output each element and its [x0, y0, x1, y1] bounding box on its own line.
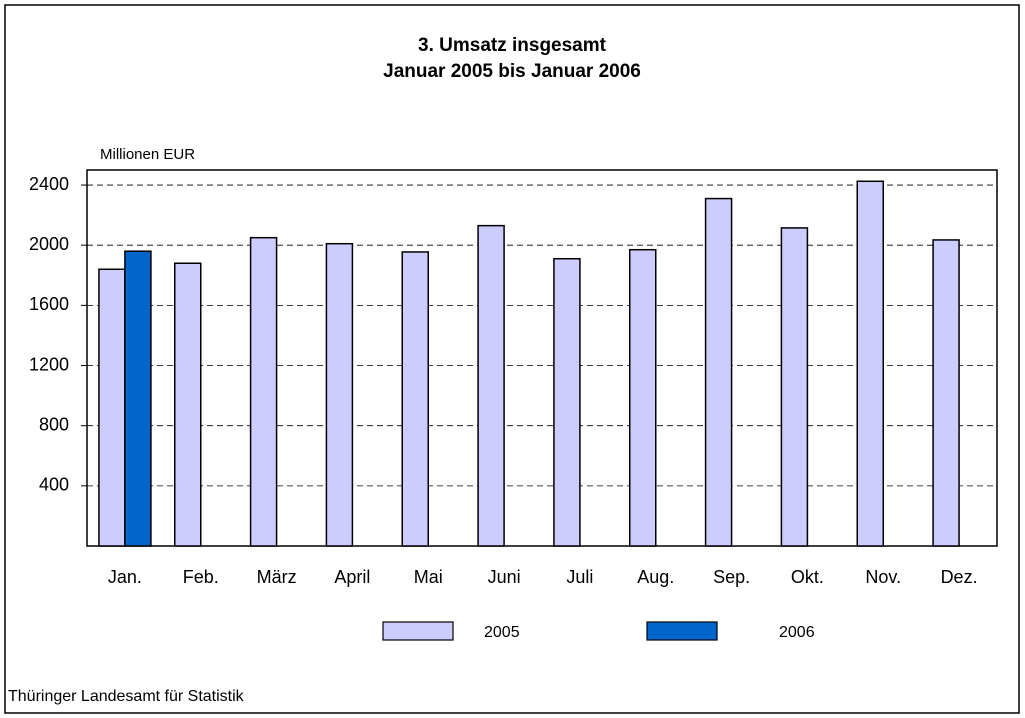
y-tick-label: 2000	[29, 234, 69, 254]
legend-swatch	[646, 621, 718, 641]
y-tick-label: 1200	[29, 354, 69, 374]
y-tick-label: 400	[39, 475, 69, 495]
x-tick-label: Feb.	[183, 567, 219, 587]
bar	[477, 224, 505, 547]
x-tick-label: Juli	[566, 567, 593, 587]
x-tick-label: Juni	[488, 567, 521, 587]
bar	[325, 242, 354, 547]
bar	[249, 236, 278, 547]
bar	[553, 257, 581, 547]
legend-swatch	[382, 621, 454, 641]
bar	[780, 227, 809, 547]
legend-label: 2005	[484, 624, 520, 641]
x-tick-label: Okt.	[791, 567, 824, 587]
plot-area	[86, 169, 998, 547]
bar	[932, 239, 960, 547]
source: Thüringer Landesamt für Statistik	[8, 688, 245, 705]
y-tick-label: 2400	[29, 174, 69, 194]
x-tick-label: Dez.	[941, 567, 978, 587]
x-tick-label: Nov.	[865, 567, 901, 587]
bar	[856, 180, 884, 547]
y-tick-label: 1600	[29, 294, 69, 314]
x-tick-label: März	[257, 567, 297, 587]
x-tick-label: Mai	[414, 567, 443, 587]
bar	[174, 262, 202, 547]
y-tick-label: 800	[39, 414, 69, 434]
x-tick-label: April	[334, 567, 370, 587]
bar	[98, 268, 126, 547]
x-tick-label: Aug.	[637, 567, 674, 587]
legend-label: 2006	[779, 624, 815, 641]
chart-subtitle: Januar 2005 bis Januar 2006	[383, 61, 641, 82]
chart-title: 3. Umsatz insgesamt	[418, 35, 607, 56]
bar	[124, 250, 152, 547]
x-tick-label: Jan.	[108, 567, 142, 587]
bar	[704, 197, 733, 547]
x-tick-label: Sep.	[713, 567, 750, 587]
y-axis-label: Millionen EUR	[100, 146, 195, 163]
bar	[401, 251, 429, 547]
bar	[629, 248, 657, 547]
